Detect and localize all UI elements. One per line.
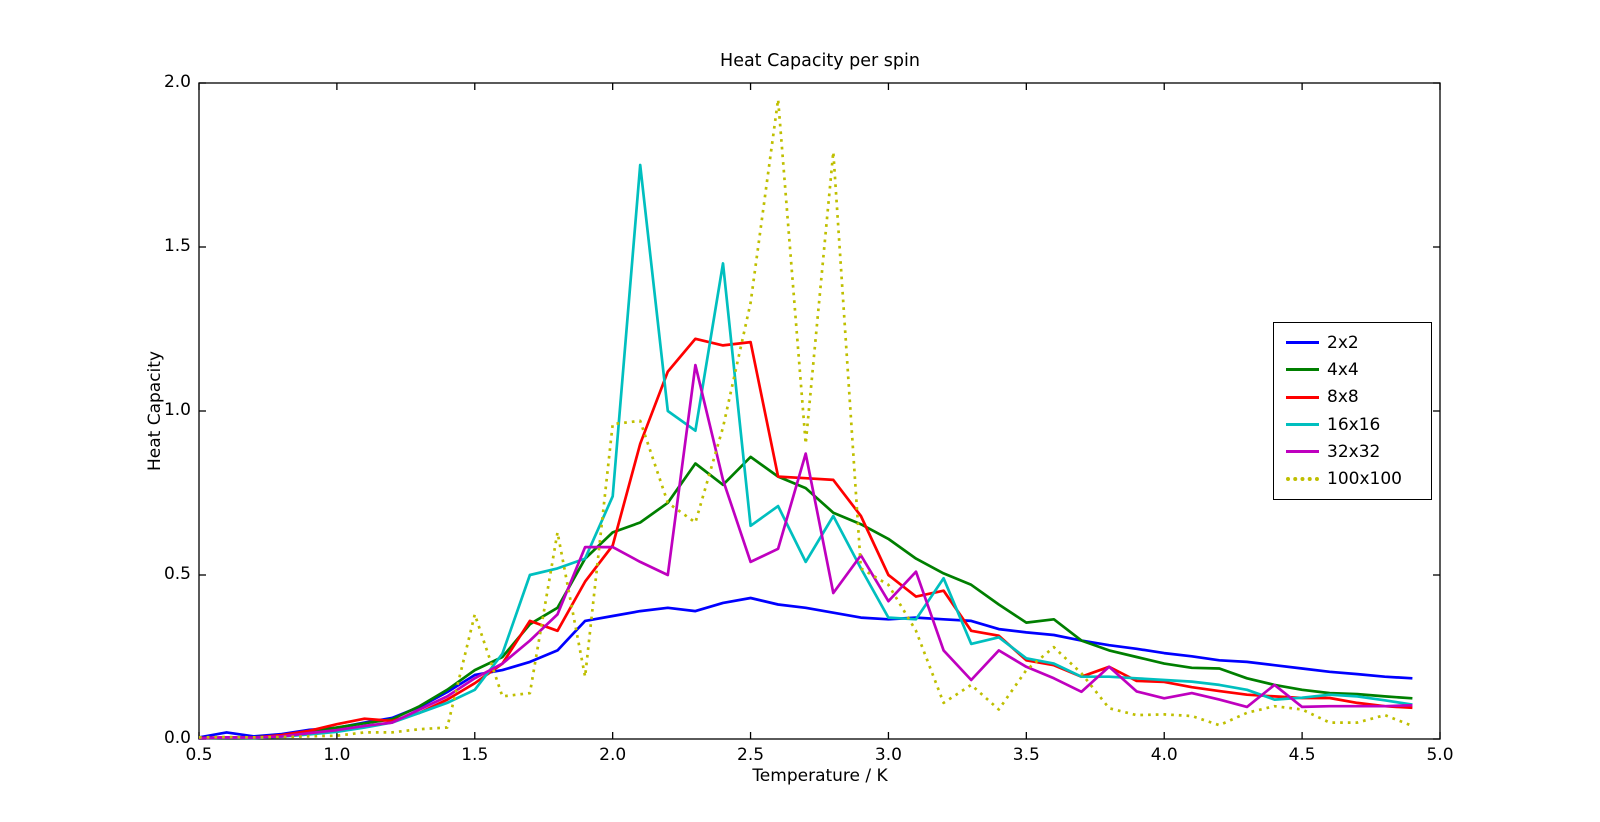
y-tick-label: 0.0 <box>163 728 191 748</box>
legend: 2x2 4x4 8x8 16x16 32x32 100x100 <box>1273 322 1432 500</box>
series-4x4-line <box>198 455 1413 740</box>
legend-label-8x8: 8x8 <box>1327 387 1359 408</box>
x-tick-label: 4.5 <box>1288 745 1316 765</box>
x-tick-label: 1.5 <box>461 745 489 765</box>
series-8x8-line <box>198 337 1413 740</box>
y-tick-label: 1.0 <box>163 400 191 420</box>
legend-swatch-4x4 <box>1286 368 1319 372</box>
x-tick-label: 3.0 <box>874 745 902 765</box>
series-32x32-line <box>198 363 1413 740</box>
legend-item-4x4: 4x4 <box>1286 358 1431 382</box>
chart-title: Heat Capacity per spin <box>720 51 920 71</box>
axes-frame <box>198 82 1441 740</box>
legend-item-100x100: 100x100 <box>1286 467 1431 491</box>
legend-label-32x32: 32x32 <box>1327 441 1381 462</box>
legend-item-32x32: 32x32 <box>1286 440 1431 464</box>
y-tick-label: 1.5 <box>163 236 191 256</box>
legend-swatch-32x32 <box>1286 450 1319 454</box>
legend-swatch-16x16 <box>1286 423 1319 427</box>
series-16x16-line <box>198 163 1413 740</box>
x-tick-label: 1.0 <box>323 745 351 765</box>
legend-label-100x100: 100x100 <box>1327 469 1402 490</box>
legend-swatch-2x2 <box>1286 341 1319 345</box>
x-tick-label: 4.0 <box>1150 745 1178 765</box>
legend-label-4x4: 4x4 <box>1327 359 1359 380</box>
x-axis-label: Temperature / K <box>752 766 888 786</box>
x-tick-label: 0.5 <box>185 745 213 765</box>
x-tick-label: 2.5 <box>737 745 765 765</box>
legend-swatch-8x8 <box>1286 395 1319 399</box>
y-tick-label: 2.0 <box>163 72 191 92</box>
legend-item-8x8: 8x8 <box>1286 385 1431 409</box>
y-tick-label: 0.5 <box>163 564 191 584</box>
legend-item-2x2: 2x2 <box>1286 331 1431 355</box>
x-tick-label: 2.0 <box>599 745 627 765</box>
series-2x2-line <box>198 596 1413 739</box>
legend-label-16x16: 16x16 <box>1327 414 1381 435</box>
series-100x100-line <box>198 98 1413 739</box>
legend-item-16x16: 16x16 <box>1286 413 1431 437</box>
legend-swatch-100x100 <box>1286 477 1319 482</box>
x-tick-label: 3.5 <box>1012 745 1040 765</box>
legend-label-2x2: 2x2 <box>1327 332 1359 353</box>
x-tick-label: 5.0 <box>1426 745 1454 765</box>
